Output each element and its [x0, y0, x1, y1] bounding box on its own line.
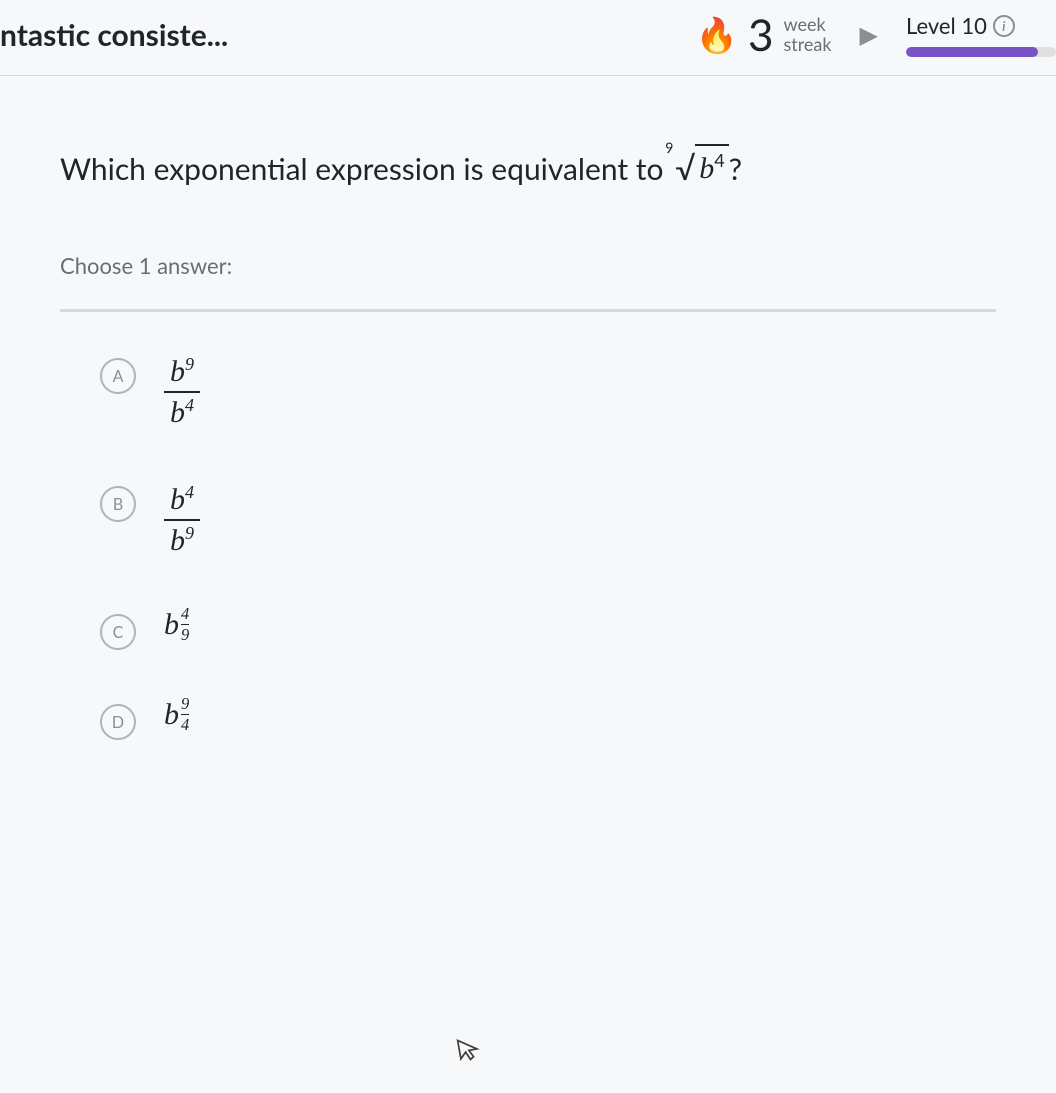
expr-b: b4 b9 — [164, 480, 200, 560]
expr-d: b 9 4 — [164, 698, 189, 739]
question-text: Which exponential expression is equivale… — [60, 146, 996, 192]
flame-icon: 🔥 — [696, 14, 738, 56]
radicand: b4 — [695, 144, 728, 190]
expr-c: b 4 9 — [164, 608, 189, 649]
level-row: Level 10 i — [906, 12, 1015, 39]
frac-exp-c: 4 9 — [181, 604, 189, 645]
radical-index: 9 — [665, 138, 673, 158]
expr-a: b9 b4 — [164, 352, 200, 432]
streak-line2: streak — [784, 35, 832, 55]
page-title: ntastic consiste... — [0, 17, 228, 53]
level-box[interactable]: Level 10 i — [906, 12, 1056, 57]
radio-b[interactable]: B — [100, 486, 136, 522]
header-right: 🔥 3 week streak ▶ Level 10 i — [696, 12, 1056, 57]
cursor-icon — [452, 1032, 485, 1070]
question-suffix: ? — [729, 151, 742, 187]
streak-number: 3 — [748, 13, 774, 57]
streak-line1: week — [784, 15, 832, 35]
radio-a[interactable]: A — [100, 358, 136, 394]
question-prefix: Which exponential expression is equivale… — [60, 151, 671, 187]
info-icon[interactable]: i — [993, 15, 1015, 37]
frac-exp-d: 9 4 — [181, 694, 189, 735]
option-c[interactable]: C b 4 9 — [100, 608, 996, 650]
instruction-text: Choose 1 answer: — [60, 252, 996, 279]
progress-track — [906, 47, 1056, 57]
option-a[interactable]: A b9 b4 — [100, 352, 996, 432]
header-bar: ntastic consiste... 🔥 3 week streak ▶ Le… — [0, 0, 1056, 76]
progress-fill — [906, 47, 1038, 57]
options-list: A b9 b4 B b4 b9 C b — [60, 352, 996, 740]
play-icon[interactable]: ▶ — [860, 20, 878, 49]
streak-indicator[interactable]: 🔥 3 week streak — [696, 13, 832, 57]
divider — [60, 309, 996, 312]
option-d[interactable]: D b 9 4 — [100, 698, 996, 740]
radio-d[interactable]: D — [100, 704, 136, 740]
content-area: Which exponential expression is equivale… — [0, 76, 1056, 740]
radicand-base: b — [699, 152, 714, 185]
radicand-exp: 4 — [714, 149, 724, 171]
level-label: Level 10 — [906, 12, 987, 39]
option-b[interactable]: B b4 b9 — [100, 480, 996, 560]
radical-symbol: √ — [675, 148, 695, 187]
radical-expression: 9 √b4 — [671, 146, 728, 192]
streak-text: week streak — [784, 15, 832, 55]
radio-c[interactable]: C — [100, 614, 136, 650]
